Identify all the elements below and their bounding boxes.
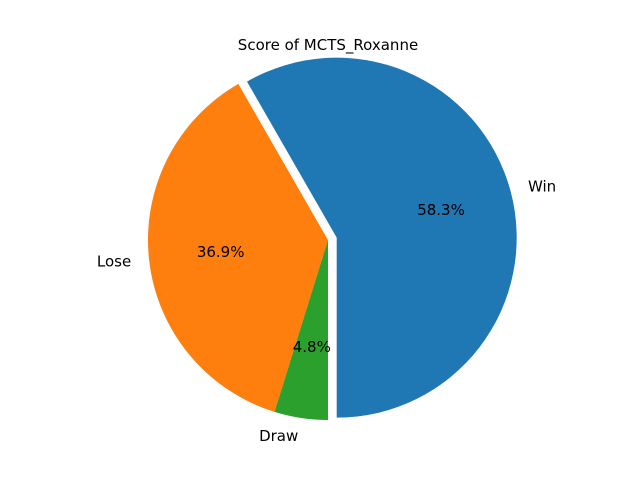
percent-label-draw: 4.8%: [293, 338, 331, 356]
percent-label-lose: 36.9%: [197, 243, 245, 261]
percent-label-win: 58.3%: [417, 201, 465, 219]
slice-label-draw: Draw: [259, 427, 298, 445]
chart-title: Score of MCTS_Roxanne: [238, 36, 418, 55]
pie-slice-win: [247, 57, 517, 418]
pie-slice-draw: [274, 240, 328, 420]
slice-label-lose: Lose: [97, 253, 131, 271]
pie-slice-lose: [148, 83, 328, 412]
slice-label-win: Win: [528, 178, 556, 196]
